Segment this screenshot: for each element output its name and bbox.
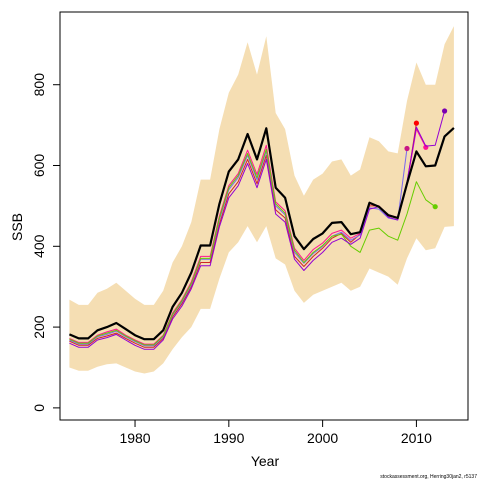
series-line-retro-3	[69, 148, 408, 347]
x-tick-label: 2010	[401, 430, 432, 446]
series-line-main	[68, 127, 455, 341]
y-axis-label: SSB	[9, 213, 25, 241]
x-axis: 1980 1990 2000 2010	[119, 420, 432, 446]
x-axis-label: Year	[251, 453, 280, 469]
x-tick-label: 1980	[119, 430, 150, 446]
series-line-retro-4	[69, 148, 436, 346]
y-tick-label: 0	[31, 404, 47, 412]
series-end-point-3	[404, 145, 410, 152]
x-tick-label: 2000	[307, 430, 338, 446]
x-tick-label: 1990	[213, 430, 244, 446]
y-tick-label: 200	[31, 315, 47, 339]
series-end-point-1	[413, 120, 419, 126]
series-end-point-5	[442, 108, 448, 114]
y-tick-label: 400	[31, 234, 47, 258]
y-axis: 0 200 400 600 800	[31, 73, 60, 412]
confidence-band	[69, 26, 454, 374]
footer-credit: stockassessment.org, Herring30jan2, r513…	[380, 474, 477, 480]
plot-frame	[59, 11, 469, 421]
series-layer	[68, 108, 455, 350]
series-end-point-4	[432, 204, 438, 210]
y-tick-label: 800	[31, 73, 47, 97]
y-tick-label: 600	[31, 154, 47, 178]
